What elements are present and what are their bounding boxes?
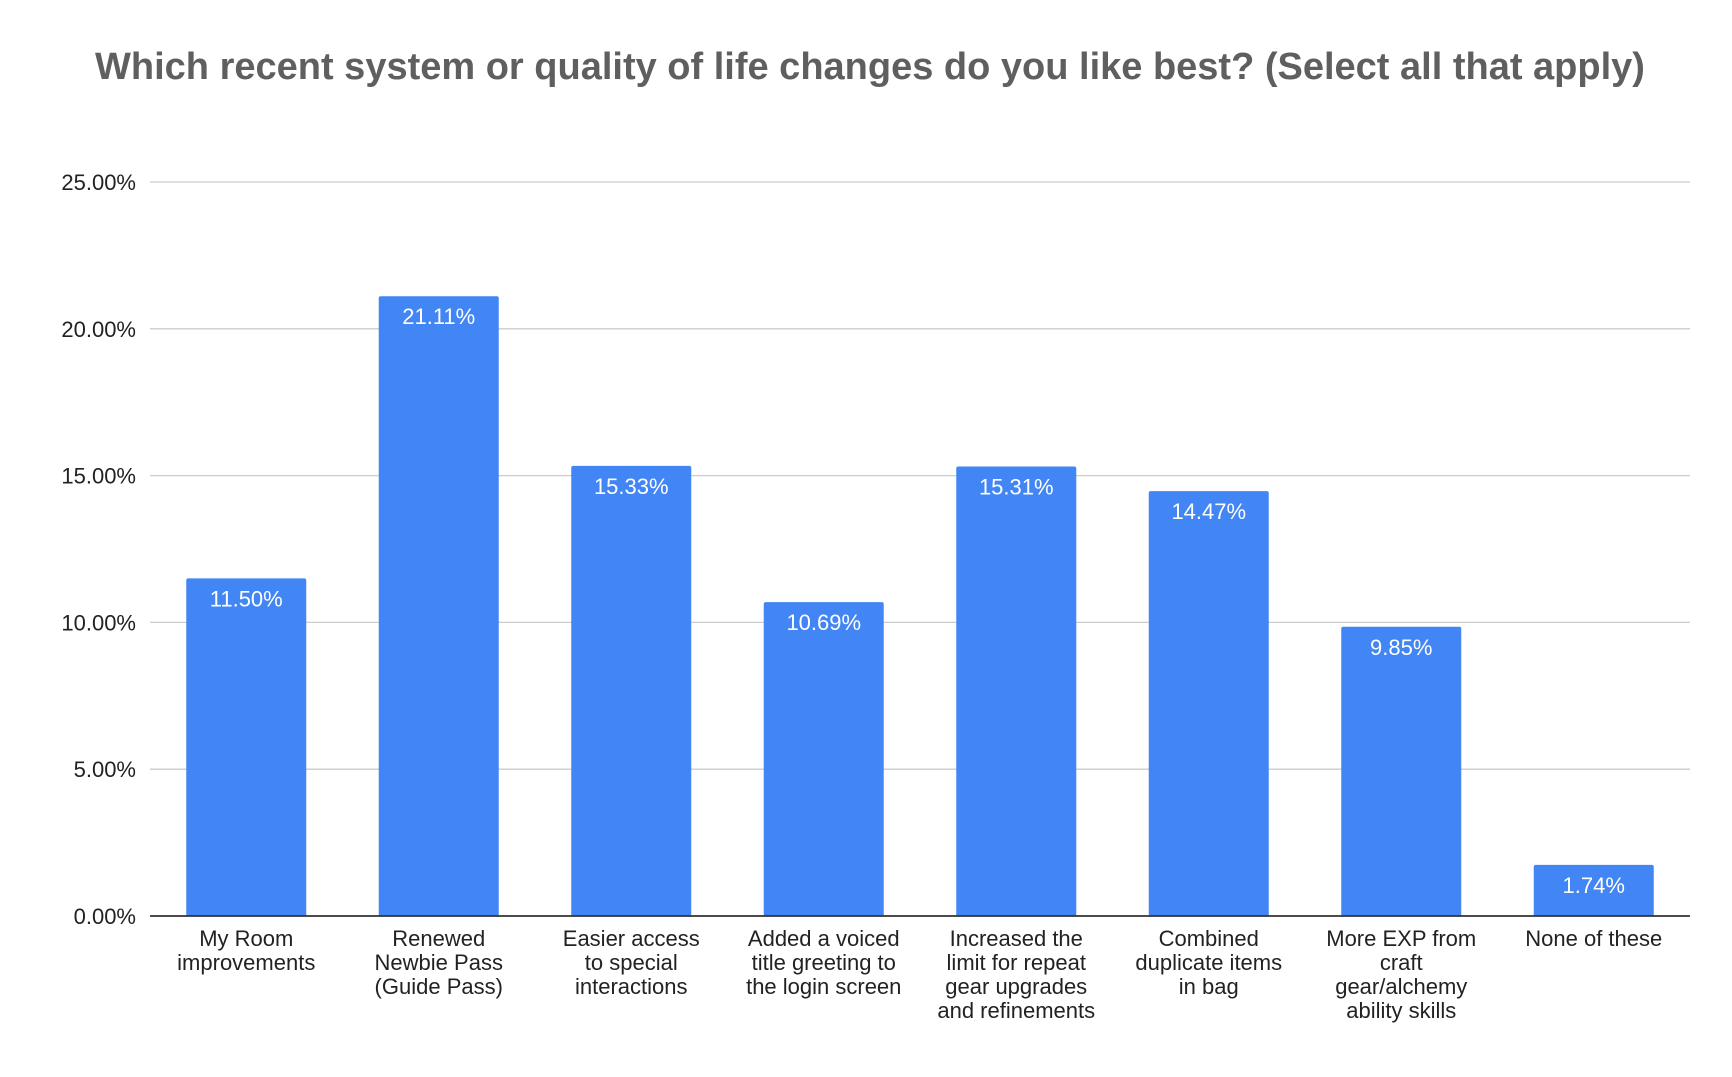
- data-label: 11.50%: [210, 586, 283, 611]
- bar: [1341, 626, 1462, 916]
- x-tick-label-line: Combined: [1159, 926, 1259, 951]
- x-tick-label-line: the login screen: [746, 974, 901, 999]
- data-label: 15.31%: [979, 474, 1054, 499]
- y-tick-label: 0.00%: [74, 904, 136, 929]
- y-tick-label: 15.00%: [61, 464, 136, 489]
- x-tick-label-line: improvements: [177, 950, 315, 975]
- x-tick-label-line: in bag: [1179, 974, 1239, 999]
- x-tick-label-line: None of these: [1525, 926, 1662, 951]
- y-tick-label: 25.00%: [61, 170, 136, 195]
- x-tick-label-line: Easier access: [563, 926, 700, 951]
- bar: [1148, 491, 1269, 916]
- x-tick-label-line: interactions: [575, 974, 688, 999]
- x-tick-label-line: (Guide Pass): [375, 974, 503, 999]
- data-label: 1.74%: [1563, 873, 1625, 898]
- bar: [763, 602, 884, 916]
- data-label: 9.85%: [1370, 635, 1432, 660]
- x-tick-label-line: Newbie Pass: [375, 950, 503, 975]
- x-tick-label: More EXP from craft gear/alchemy ability sk…: [1326, 926, 1476, 1023]
- chart-title: Which recent system or quality of life c…: [95, 46, 1645, 88]
- x-tick-label: My Room improvements: [177, 926, 315, 975]
- x-tick-label-line: Renewed: [392, 926, 485, 951]
- bar: [378, 296, 499, 916]
- y-tick-label: 10.00%: [61, 610, 136, 635]
- x-tick-label-line: More EXP from: [1326, 926, 1476, 951]
- y-tick-label: 5.00%: [74, 757, 136, 782]
- x-tick-label: Increased the limit for repeat gear upgrad…: [937, 926, 1095, 1023]
- x-tick-label-line: limit for repeat: [947, 950, 1086, 975]
- bar: [956, 466, 1077, 916]
- data-label: 10.69%: [786, 610, 861, 635]
- data-label: 21.11%: [402, 304, 475, 329]
- x-tick-label-line: craft: [1380, 950, 1423, 975]
- x-tick-label-line: to special: [585, 950, 678, 975]
- bar: [571, 465, 692, 916]
- x-tick-label-line: gear/alchemy: [1335, 974, 1467, 999]
- x-tick-label-line: duplicate items: [1135, 950, 1282, 975]
- y-tick-label: 20.00%: [61, 317, 136, 342]
- bar: [186, 578, 307, 916]
- x-tick-label-line: title greeting to: [752, 950, 896, 975]
- x-tick-label: Combined duplicate items in bag: [1135, 926, 1282, 999]
- x-tick-label-line: My Room: [199, 926, 293, 951]
- x-tick-label-line: ability skills: [1346, 998, 1456, 1023]
- x-tick-label: Easier access to special interactions: [563, 926, 700, 999]
- bar: [1533, 864, 1654, 916]
- x-tick-label: Renewed Newbie Pass (Guide Pass): [375, 926, 503, 999]
- x-tick-label-line: gear upgrades: [945, 974, 1087, 999]
- x-tick-label-line: Increased the: [950, 926, 1083, 951]
- data-label: 14.47%: [1171, 499, 1246, 524]
- x-tick-label-line: Added a voiced: [748, 926, 900, 951]
- data-label: 15.33%: [594, 474, 669, 499]
- x-tick-label: Added a voiced title greeting to the login…: [746, 926, 901, 999]
- x-tick-label: None of these: [1525, 926, 1662, 951]
- x-tick-label-line: and refinements: [937, 998, 1095, 1023]
